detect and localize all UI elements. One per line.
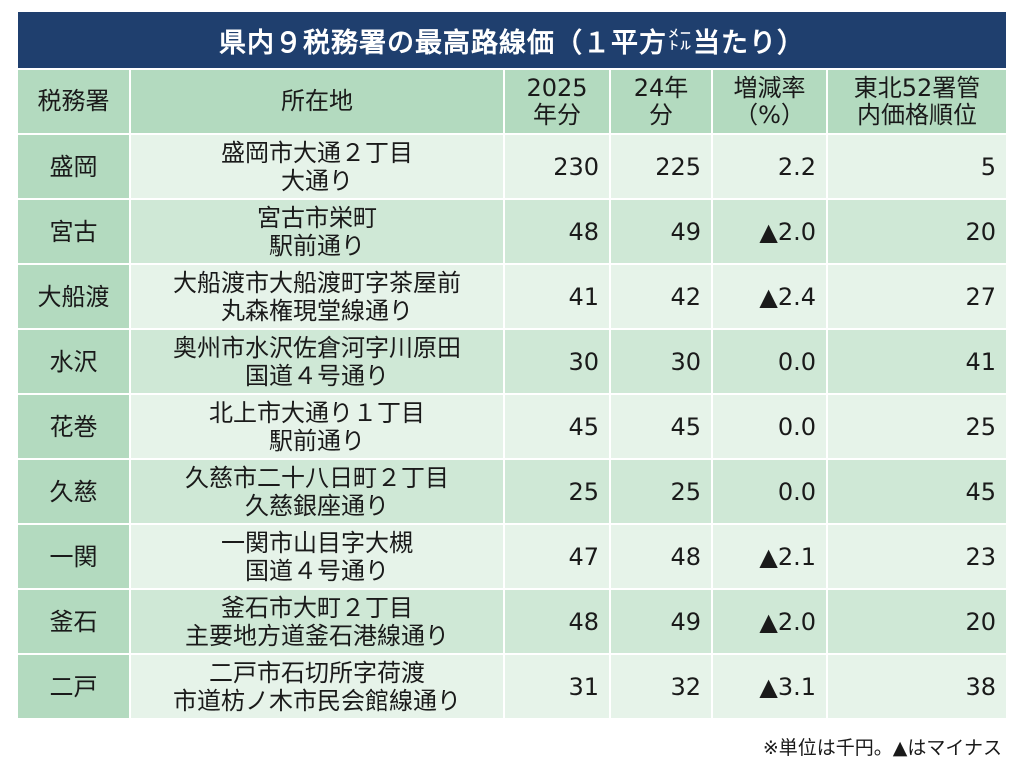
cell-change: 0.0 [713, 395, 828, 460]
cell-location: 二戸市石切所字荷渡 市道枋ノ木市民会館線通り [131, 655, 505, 720]
cell-change: ▲2.0 [713, 200, 828, 265]
cell-rank: 20 [828, 590, 1006, 655]
cell-change: ▲2.4 [713, 265, 828, 330]
title-unit-top: メー [668, 27, 692, 40]
cell-2025: 48 [505, 200, 611, 265]
cell-24: 25 [611, 460, 713, 525]
cell-rank: 41 [828, 330, 1006, 395]
cell-rank: 23 [828, 525, 1006, 590]
cell-2025: 48 [505, 590, 611, 655]
table-title: 県内９税務署の最高路線価（１平方 メー トル 当たり） [18, 12, 1006, 68]
title-unit-bottom: トル [668, 39, 692, 52]
cell-24: 30 [611, 330, 713, 395]
cell-office: 水沢 [18, 330, 131, 395]
cell-office: 盛岡 [18, 135, 131, 200]
header-location: 所在地 [131, 70, 505, 135]
cell-rank: 27 [828, 265, 1006, 330]
cell-change: 0.0 [713, 460, 828, 525]
cell-rank: 20 [828, 200, 1006, 265]
cell-24: 225 [611, 135, 713, 200]
table-row: 一関 一関市山目字大槻 国道４号通り 47 48 ▲2.1 23 [18, 525, 1006, 590]
table-row: 花巻 北上市大通り１丁目 駅前通り 45 45 0.0 25 [18, 395, 1006, 460]
header-change: 増減率 （%） [713, 70, 828, 135]
cell-24: 48 [611, 525, 713, 590]
cell-rank: 25 [828, 395, 1006, 460]
cell-24: 49 [611, 200, 713, 265]
title-main: 県内９税務署の最高路線価（１平方 [219, 27, 667, 59]
header-24: 24年 分 [611, 70, 713, 135]
table-row: 久慈 久慈市二十八日町２丁目 久慈銀座通り 25 25 0.0 45 [18, 460, 1006, 525]
route-price-table: 税務署 所在地 2025 年分 24年 分 増減率 （%） 東北52署管 内価格… [18, 70, 1006, 720]
table-row: 大船渡 大船渡市大船渡町字茶屋前 丸森権現堂線通り 41 42 ▲2.4 27 [18, 265, 1006, 330]
cell-change: ▲2.0 [713, 590, 828, 655]
table-row: 宮古 宮古市栄町 駅前通り 48 49 ▲2.0 20 [18, 200, 1006, 265]
cell-change: 0.0 [713, 330, 828, 395]
cell-2025: 41 [505, 265, 611, 330]
cell-2025: 30 [505, 330, 611, 395]
cell-office: 花巻 [18, 395, 131, 460]
cell-rank: 45 [828, 460, 1006, 525]
cell-location: 盛岡市大通２丁目 大通り [131, 135, 505, 200]
cell-rank: 38 [828, 655, 1006, 720]
title-unit: メー トル [668, 28, 692, 52]
header-row: 税務署 所在地 2025 年分 24年 分 増減率 （%） 東北52署管 内価格… [18, 70, 1006, 135]
table-row: 水沢 奥州市水沢佐倉河字川原田 国道４号通り 30 30 0.0 41 [18, 330, 1006, 395]
cell-2025: 25 [505, 460, 611, 525]
cell-change: ▲3.1 [713, 655, 828, 720]
footnote: ※単位は千円。▲はマイナス [762, 737, 1002, 759]
cell-location: 釜石市大町２丁目 主要地方道釜石港線通り [131, 590, 505, 655]
cell-change: ▲2.1 [713, 525, 828, 590]
cell-2025: 230 [505, 135, 611, 200]
table-row: 盛岡 盛岡市大通２丁目 大通り 230 225 2.2 5 [18, 135, 1006, 200]
title-suffix: 当たり） [693, 27, 805, 59]
cell-office: 釜石 [18, 590, 131, 655]
cell-location: 北上市大通り１丁目 駅前通り [131, 395, 505, 460]
header-2025: 2025 年分 [505, 70, 611, 135]
cell-location: 久慈市二十八日町２丁目 久慈銀座通り [131, 460, 505, 525]
cell-office: 大船渡 [18, 265, 131, 330]
header-rank: 東北52署管 内価格順位 [828, 70, 1006, 135]
cell-change: 2.2 [713, 135, 828, 200]
cell-office: 二戸 [18, 655, 131, 720]
cell-2025: 47 [505, 525, 611, 590]
cell-location: 奥州市水沢佐倉河字川原田 国道４号通り [131, 330, 505, 395]
cell-24: 49 [611, 590, 713, 655]
cell-office: 久慈 [18, 460, 131, 525]
cell-rank: 5 [828, 135, 1006, 200]
cell-location: 一関市山目字大槻 国道４号通り [131, 525, 505, 590]
header-office: 税務署 [18, 70, 131, 135]
cell-24: 42 [611, 265, 713, 330]
table-row: 釜石 釜石市大町２丁目 主要地方道釜石港線通り 48 49 ▲2.0 20 [18, 590, 1006, 655]
table-row: 二戸 二戸市石切所字荷渡 市道枋ノ木市民会館線通り 31 32 ▲3.1 38 [18, 655, 1006, 720]
cell-24: 45 [611, 395, 713, 460]
cell-location: 大船渡市大船渡町字茶屋前 丸森権現堂線通り [131, 265, 505, 330]
table-body: 盛岡 盛岡市大通２丁目 大通り 230 225 2.2 5 宮古 宮古市栄町 駅前通り 48 49 ▲2… [18, 135, 1006, 720]
cell-office: 一関 [18, 525, 131, 590]
cell-office: 宮古 [18, 200, 131, 265]
cell-2025: 31 [505, 655, 611, 720]
cell-24: 32 [611, 655, 713, 720]
cell-location: 宮古市栄町 駅前通り [131, 200, 505, 265]
cell-2025: 45 [505, 395, 611, 460]
